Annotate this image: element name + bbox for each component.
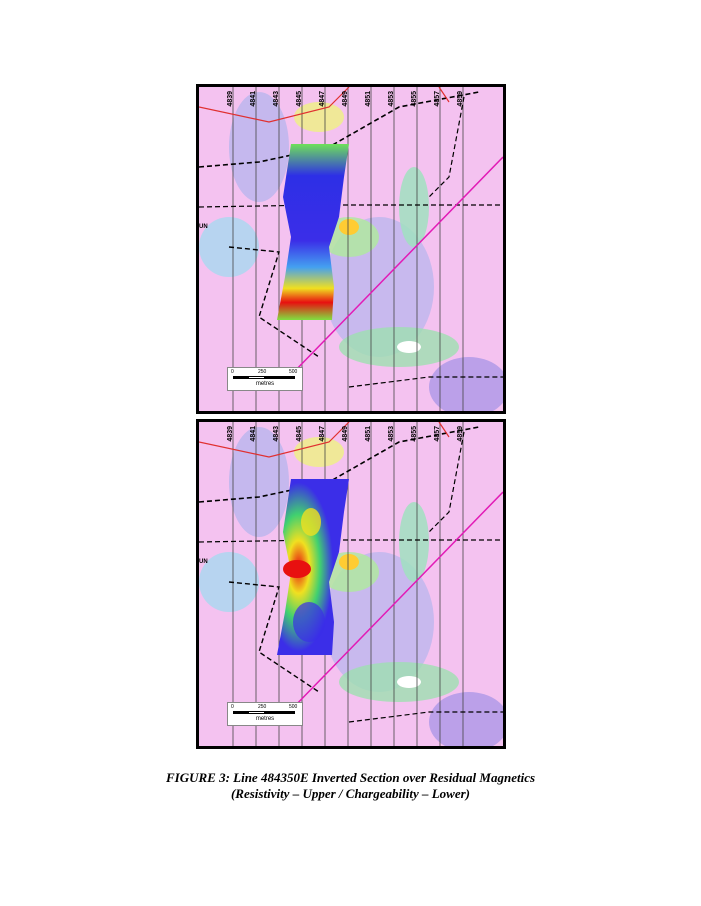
- scale-bar: 0 250 500 metres: [227, 367, 303, 391]
- side-label: UN: [199, 559, 208, 565]
- line-label: 4853: [388, 91, 395, 107]
- scale-unit: metres: [255, 716, 275, 722]
- line-label: 4859: [457, 426, 464, 442]
- line-label: 4849: [342, 426, 349, 442]
- line-label: 4855: [411, 91, 418, 107]
- line-label: 4855: [411, 426, 418, 442]
- scale-tick: 250: [258, 704, 267, 710]
- line-label: 4851: [365, 426, 372, 442]
- magnetics-map-graphic: [199, 87, 503, 411]
- side-label: UN: [199, 224, 208, 230]
- line-label: 4845: [296, 426, 303, 442]
- scale-tick: 500: [289, 704, 298, 710]
- line-label: 4853: [388, 426, 395, 442]
- line-label: 4851: [365, 91, 372, 107]
- chargeability-map-panel: 4839 4841 4843 4845 4847 4849 4851 4853 …: [196, 419, 506, 749]
- line-label: 4857: [434, 426, 441, 442]
- figure-caption: FIGURE 3: Line 484350E Inverted Section …: [0, 770, 701, 802]
- caption-line-2: (Resistivity – Upper / Chargeability – L…: [230, 786, 471, 801]
- line-label: 4849: [342, 91, 349, 107]
- line-label: 4847: [319, 91, 326, 107]
- caption-line-1: FIGURE 3: Line 484350E Inverted Section …: [165, 770, 536, 785]
- line-label: 4845: [296, 91, 303, 107]
- scale-bar-graphic: [233, 376, 295, 379]
- line-label: 4839: [227, 426, 234, 442]
- magnetics-map-graphic: [199, 422, 503, 746]
- scale-tick: 0: [231, 369, 234, 375]
- scale-tick: 500: [289, 369, 298, 375]
- line-label: 4847: [319, 426, 326, 442]
- line-label: 4843: [273, 426, 280, 442]
- line-label: 4839: [227, 91, 234, 107]
- resistivity-map-panel: 4839 4841 4843 4845 4847 4849 4851 4853 …: [196, 84, 506, 414]
- line-label: 4859: [457, 91, 464, 107]
- line-label: 4841: [250, 91, 257, 107]
- scale-tick: 0: [231, 704, 234, 710]
- line-label: 4857: [434, 91, 441, 107]
- line-label: 4843: [273, 91, 280, 107]
- scale-bar: 0 250 500 metres: [227, 702, 303, 726]
- scale-tick: 250: [258, 369, 267, 375]
- scale-bar-graphic: [233, 711, 295, 714]
- scale-unit: metres: [255, 381, 275, 387]
- line-label: 4841: [250, 426, 257, 442]
